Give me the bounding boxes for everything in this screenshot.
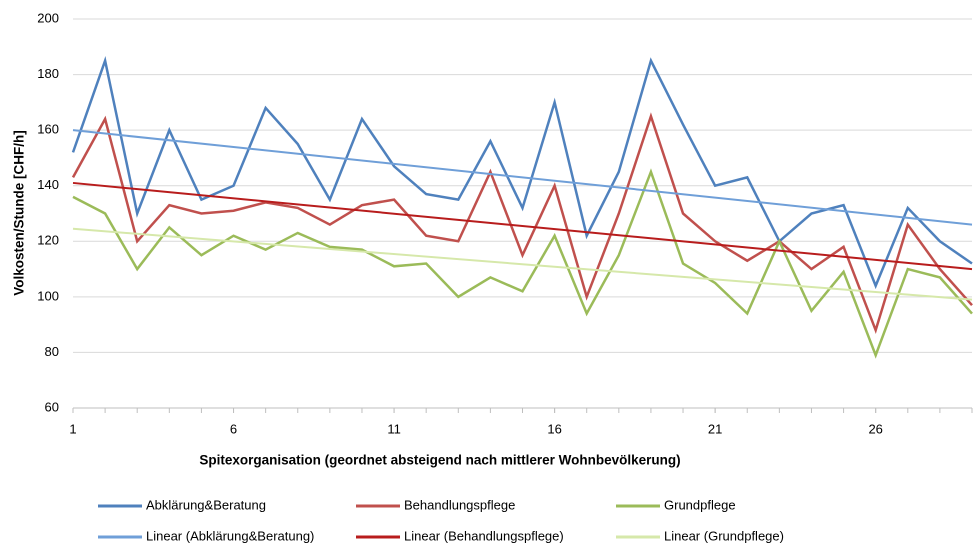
y-tick-label: 160 [37,122,59,137]
y-tick-label: 120 [37,233,59,248]
trend-line [72,227,973,301]
y-tick-label: 100 [37,288,59,303]
x-tick-label: 21 [708,421,722,436]
y-tick-label: 140 [37,177,59,192]
x-tick-label: 6 [230,421,237,436]
trend-line [72,129,973,226]
x-tick-label: 11 [387,421,401,436]
y-tick-label: 80 [45,344,59,359]
legend-label: Grundpflege [664,497,736,512]
legend-label: Abklärung&Beratung [146,497,266,512]
y-tick-label: 180 [37,66,59,81]
x-tick-label: 1 [69,421,76,436]
legend-label: Behandlungspflege [404,497,515,512]
legend-label: Linear (Abklärung&Beratung) [146,528,314,543]
legend-label: Linear (Behandlungspflege) [404,528,564,543]
series-line [71,112,973,335]
trend-line [72,181,973,271]
series-line [72,168,973,359]
y-tick-label: 60 [45,399,59,414]
x-tick-label: 26 [868,421,882,436]
series-line [71,56,973,290]
y-tick-label: 200 [37,10,59,25]
x-axis-title: Spitexorganisation (geordnet absteigend … [199,453,680,468]
legend-label: Linear (Grundpflege) [664,528,784,543]
x-tick-label: 16 [547,421,561,436]
y-axis-title: Volkosten/Stunde [CHF/h] [12,130,27,296]
